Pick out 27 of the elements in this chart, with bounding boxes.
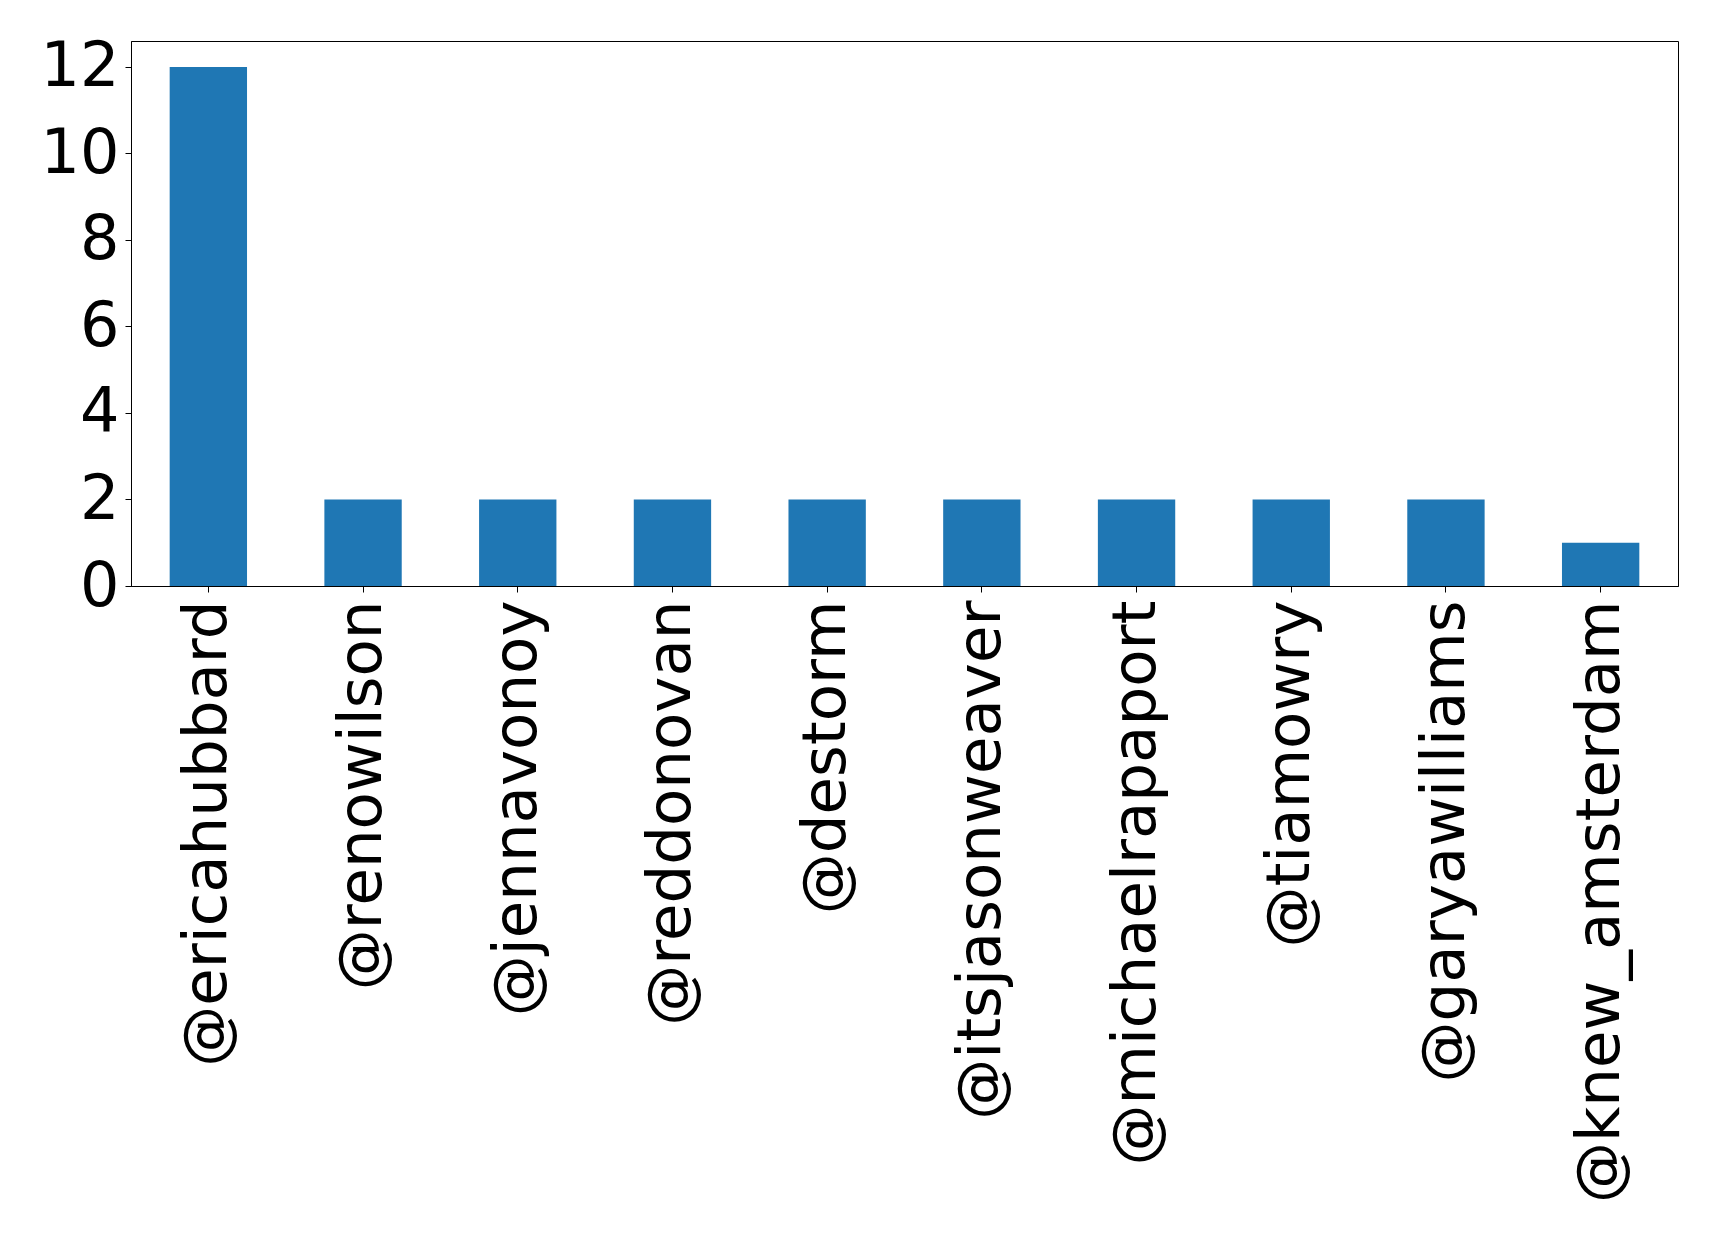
bar xyxy=(1561,542,1640,586)
bar xyxy=(1407,499,1485,586)
y-tick-label: 4 xyxy=(80,374,120,448)
x-tick-label: @destorm xyxy=(788,600,860,915)
bar xyxy=(1097,499,1176,586)
y-tick-label: 8 xyxy=(80,201,120,275)
y-tick-label: 0 xyxy=(80,547,120,621)
bar xyxy=(943,499,1021,586)
y-tick-label: 12 xyxy=(40,28,120,102)
bar xyxy=(324,499,402,586)
x-tick-label: @ericahubbard xyxy=(169,600,241,1067)
x-tick-label: @tiamowry xyxy=(1252,600,1324,948)
x-tick-label: @itsjasonweaver xyxy=(942,599,1014,1120)
bar xyxy=(169,66,248,586)
bar xyxy=(479,499,557,586)
y-tick-label: 10 xyxy=(40,114,120,188)
y-tick-label: 2 xyxy=(80,460,120,534)
y-tick-label: 6 xyxy=(80,287,120,361)
x-tick-label: @garyawilliams xyxy=(1406,600,1478,1083)
bar xyxy=(1252,499,1330,586)
x-tick-label: @jennavonoy xyxy=(478,600,550,1017)
x-tick-label: @renowilson xyxy=(324,600,396,991)
bar xyxy=(633,499,712,586)
x-tick-label: @knew_amsterdam xyxy=(1561,600,1633,1203)
bar xyxy=(788,499,866,586)
x-tick-label: @michaelrapaport xyxy=(1097,600,1169,1166)
x-tick-label: @reddonovan xyxy=(633,600,705,1026)
